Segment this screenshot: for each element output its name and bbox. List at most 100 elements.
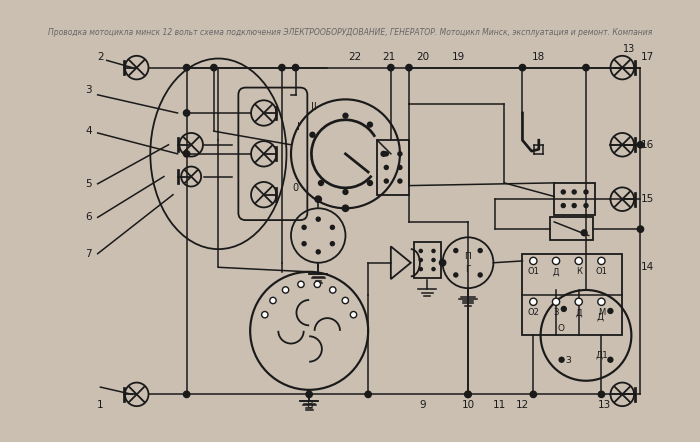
Circle shape — [183, 151, 190, 157]
Circle shape — [397, 165, 402, 170]
Text: II: II — [311, 102, 316, 112]
Text: 0: 0 — [293, 183, 299, 193]
Circle shape — [431, 249, 436, 253]
Circle shape — [477, 248, 483, 253]
Circle shape — [309, 132, 316, 138]
Circle shape — [583, 189, 589, 194]
Bar — [554, 183, 595, 215]
Text: Д1: Д1 — [596, 351, 609, 360]
Circle shape — [431, 258, 436, 262]
Circle shape — [342, 205, 349, 211]
Circle shape — [282, 287, 288, 293]
Circle shape — [367, 122, 373, 128]
Circle shape — [477, 272, 483, 278]
Circle shape — [465, 391, 471, 397]
Text: О1: О1 — [596, 267, 608, 276]
Bar — [414, 242, 441, 278]
Text: 19: 19 — [452, 52, 466, 62]
Circle shape — [293, 65, 299, 71]
Circle shape — [453, 248, 459, 253]
Text: 22: 22 — [348, 52, 361, 62]
Circle shape — [279, 65, 285, 71]
Text: Д: Д — [596, 312, 603, 322]
Circle shape — [211, 65, 217, 71]
Circle shape — [559, 357, 565, 363]
Circle shape — [453, 272, 459, 278]
Text: 21: 21 — [382, 52, 396, 62]
Circle shape — [397, 178, 402, 184]
Circle shape — [419, 267, 423, 271]
Circle shape — [314, 281, 321, 287]
Text: 9: 9 — [419, 400, 426, 410]
Text: 7: 7 — [85, 249, 92, 259]
Circle shape — [316, 249, 321, 255]
Circle shape — [315, 196, 321, 202]
Circle shape — [637, 226, 643, 232]
Circle shape — [183, 391, 190, 397]
Circle shape — [607, 357, 614, 363]
Circle shape — [530, 298, 537, 305]
Text: 10: 10 — [461, 400, 475, 410]
Circle shape — [637, 141, 643, 148]
Circle shape — [530, 257, 537, 265]
Circle shape — [330, 287, 336, 293]
Circle shape — [342, 297, 349, 304]
Circle shape — [607, 308, 614, 314]
Circle shape — [384, 151, 389, 156]
Circle shape — [302, 241, 307, 246]
Circle shape — [580, 229, 588, 236]
Circle shape — [561, 306, 567, 312]
Circle shape — [298, 281, 304, 287]
Circle shape — [365, 391, 371, 397]
Text: П: П — [465, 252, 471, 261]
Text: 4: 4 — [85, 126, 92, 136]
Circle shape — [440, 259, 446, 266]
Text: М: М — [598, 308, 605, 317]
Circle shape — [380, 151, 387, 157]
Text: 18: 18 — [532, 52, 545, 62]
Text: 11: 11 — [493, 400, 506, 410]
Circle shape — [583, 65, 589, 71]
Circle shape — [552, 257, 560, 265]
Circle shape — [316, 217, 321, 222]
Circle shape — [419, 258, 423, 262]
Circle shape — [330, 225, 335, 230]
Circle shape — [571, 203, 577, 208]
Text: Г: Г — [466, 265, 470, 274]
Text: О1: О1 — [527, 267, 539, 276]
Text: 20: 20 — [416, 52, 429, 62]
Circle shape — [350, 312, 357, 318]
Circle shape — [575, 298, 582, 305]
Circle shape — [552, 298, 560, 305]
Circle shape — [465, 391, 471, 397]
Text: I: I — [297, 122, 300, 132]
Circle shape — [384, 178, 389, 184]
Circle shape — [598, 298, 605, 305]
Circle shape — [342, 113, 349, 119]
Circle shape — [330, 241, 335, 246]
Circle shape — [306, 391, 312, 397]
Circle shape — [583, 203, 589, 208]
Circle shape — [571, 189, 577, 194]
Circle shape — [342, 189, 349, 195]
Circle shape — [262, 312, 268, 318]
Text: 13: 13 — [598, 400, 611, 410]
Circle shape — [183, 110, 190, 116]
Circle shape — [431, 267, 436, 271]
Circle shape — [183, 65, 190, 71]
Circle shape — [561, 203, 566, 208]
Text: 3: 3 — [85, 85, 92, 95]
Text: З: З — [553, 308, 559, 317]
Circle shape — [302, 225, 307, 230]
Circle shape — [406, 65, 412, 71]
Text: 12: 12 — [516, 400, 529, 410]
Text: О2: О2 — [527, 308, 539, 317]
Text: 16: 16 — [641, 140, 654, 150]
Circle shape — [598, 391, 605, 397]
Circle shape — [598, 257, 605, 265]
Circle shape — [397, 151, 402, 156]
Text: 2: 2 — [97, 52, 104, 62]
Text: 8: 8 — [306, 400, 312, 410]
Text: Д: Д — [575, 308, 582, 317]
Text: 13: 13 — [624, 45, 636, 54]
